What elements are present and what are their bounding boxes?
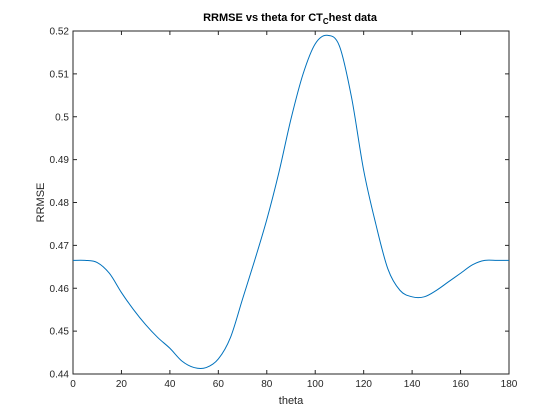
y-tick-label: 0.48 xyxy=(50,198,70,209)
x-tick-label: 80 xyxy=(261,379,273,390)
series-line xyxy=(72,34,509,370)
y-tick-label: 0.49 xyxy=(50,155,70,166)
y-tick-label: 0.45 xyxy=(50,327,70,338)
y-tick-label: 0.5 xyxy=(55,112,69,123)
x-tick-label: 60 xyxy=(213,379,225,390)
y-axis-ticks: 0.44 0.45 0.46 0.47 0.48 0.49 0.5 0.51 0.52 xyxy=(50,27,509,381)
y-tick-label: 0.51 xyxy=(50,69,70,80)
x-axis-label: theta xyxy=(279,395,304,407)
y-tick-label: 0.46 xyxy=(50,284,70,295)
x-tick-label: 0 xyxy=(70,379,76,390)
y-tick-label: 0.47 xyxy=(50,241,70,252)
plot-area xyxy=(72,30,510,375)
y-tick-label: 0.44 xyxy=(50,370,70,381)
x-tick-label: 100 xyxy=(307,379,324,390)
x-tick-label: 20 xyxy=(116,379,128,390)
x-tick-label: 40 xyxy=(164,379,176,390)
x-tick-label: 160 xyxy=(452,379,469,390)
chart-title-main: RRMSE vs theta for CT xyxy=(203,12,323,24)
y-tick-label: 0.52 xyxy=(50,27,70,38)
x-tick-label: 120 xyxy=(355,379,372,390)
chart-title: RRMSE vs theta for CTChest data xyxy=(203,12,378,26)
chart-title-rest: hest data xyxy=(329,12,378,24)
x-tick-label: 180 xyxy=(501,379,518,390)
chart-title-subscript: C xyxy=(323,17,329,26)
x-tick-label: 140 xyxy=(404,379,421,390)
y-axis-label: RRMSE xyxy=(35,183,47,223)
x-axis-ticks: 0 20 40 60 80 100 120 140 160 180 xyxy=(70,31,518,390)
